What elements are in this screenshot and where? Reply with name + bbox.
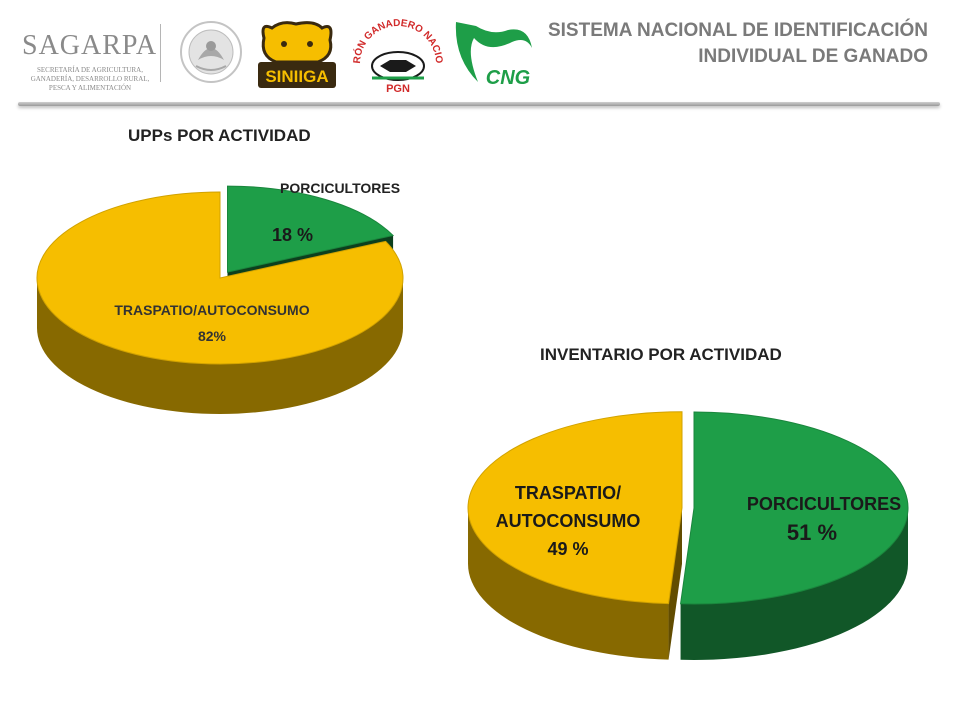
cng-logo: CNG: [455, 22, 532, 89]
siniiga-logo-text: SINIIGA: [265, 67, 328, 86]
pie-chart-upps: [36, 185, 404, 414]
chart-2-slice-1-top: [467, 411, 683, 605]
sagarpa-logo-name: SAGARPA: [22, 30, 158, 61]
chart-2-slice-traspatio-label-line2: AUTOCONSUMO: [495, 511, 641, 531]
header: SAGARPA SECRETARÍA DE AGRICULTURA, GANAD…: [0, 0, 960, 108]
siniiga-logo: SINIIGA: [258, 21, 336, 88]
chart-2-slice-porcicultores-value: 51 %: [786, 520, 838, 545]
pgn-logo: PADRÓN GANADERO NACIONAL PGN: [350, 12, 444, 95]
chart-2-slice-0-side: [680, 508, 908, 660]
header-title-line2: INDIVIDUAL DE GANADO: [698, 46, 928, 67]
chart-1-slice-0-top: [227, 185, 395, 273]
header-title: SISTEMA NACIONAL DE IDENTIFICACIÓN INDIV…: [508, 18, 928, 70]
header-title-line1: SISTEMA NACIONAL DE IDENTIFICACIÓN: [547, 20, 928, 41]
chart-1-slice-traspatio-value: 82%: [197, 328, 227, 344]
coat-of-arms-logo: [180, 21, 242, 83]
chart-1-slice-traspatio-label: TRASPATIO/AUTOCONSUMO: [114, 302, 310, 318]
chart-1-slice-1-top: [36, 191, 404, 365]
chart-1-title: UPPs POR ACTIVIDAD: [128, 126, 311, 145]
pgn-logo-text: PGN: [386, 83, 410, 95]
sagarpa-logo: SAGARPA SECRETARÍA DE AGRICULTURA, GANAD…: [18, 20, 168, 100]
chart-1-slice-1-side: [37, 278, 403, 414]
chart-1-slice-porcicultores-value: 18 %: [272, 225, 314, 245]
chart-2-slice-1-face-0: [668, 507, 683, 660]
cng-logo-text: CNG: [486, 67, 530, 89]
chart-2-slice-1-side: [468, 507, 669, 660]
chart-1-slice-porcicultores-label: PORCICULTORES: [280, 180, 401, 196]
chart-2-slice-porcicultores-label: PORCICULTORES: [746, 494, 902, 514]
chart-2-slice-traspatio-value: 49 %: [547, 539, 589, 559]
logo-divider: [160, 24, 161, 82]
chart-2-slice-0-top: [679, 411, 909, 605]
header-rule: [18, 102, 940, 106]
chart-2-title: INVENTARIO POR ACTIVIDAD: [540, 345, 782, 364]
pie-chart-inventario: [467, 411, 909, 660]
chart-2-slice-traspatio-label-line1: TRASPATIO/: [514, 483, 622, 503]
sagarpa-logo-subtitle: SECRETARÍA DE AGRICULTURA, GANADERÍA, DE…: [30, 66, 150, 92]
